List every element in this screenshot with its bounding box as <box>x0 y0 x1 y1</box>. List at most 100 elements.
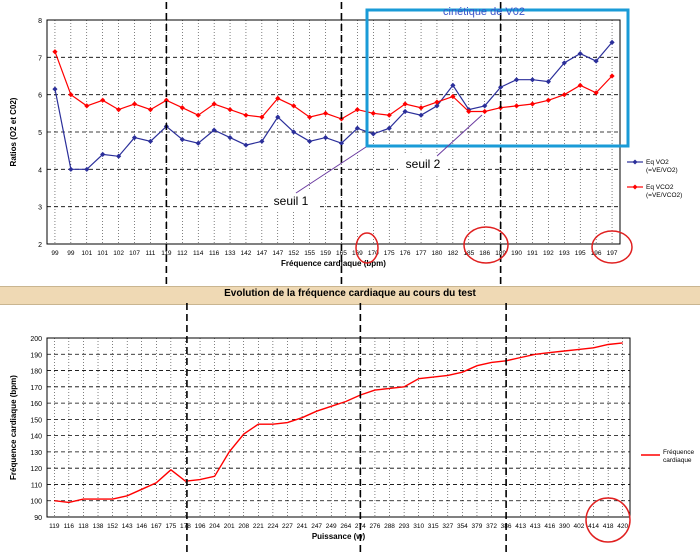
highlight-circle <box>355 232 379 264</box>
data-point <box>227 107 233 113</box>
y-axis-title: Ratios (O2 et C02) <box>9 97 18 166</box>
x-tick-label: 175 <box>165 523 176 530</box>
x-tick-label: 249 <box>326 523 337 530</box>
y-tick-label: 100 <box>30 499 42 506</box>
data-point <box>179 136 185 143</box>
x-tick-label: 372 <box>486 523 497 530</box>
data-point <box>116 107 122 113</box>
x-tick-label: 182 <box>447 250 458 257</box>
data-point <box>513 103 520 109</box>
data-point <box>307 138 313 144</box>
x-tick-label: 116 <box>64 523 75 530</box>
data-point <box>418 112 424 118</box>
x-tick-label: 196 <box>591 250 602 257</box>
x-tick-label: 167 <box>151 523 162 530</box>
legend-label-sub: cardiaque <box>663 457 692 464</box>
highlight-circle <box>585 497 631 543</box>
legend-marker <box>632 184 638 190</box>
data-point <box>275 95 281 101</box>
data-point <box>52 49 58 55</box>
x-tick-label: 247 <box>311 523 322 530</box>
x-axis-title: Puissance (w) <box>312 532 366 541</box>
x-tick-label: 197 <box>607 250 618 257</box>
seuil2-pointer <box>436 114 483 157</box>
x-tick-label: 99 <box>67 250 75 257</box>
vo2-kinetics-label: cinétique de V02 <box>443 6 525 18</box>
data-point <box>609 73 615 79</box>
data-point <box>322 135 329 141</box>
series-line-0 <box>54 42 613 170</box>
seuil2-label-bg <box>398 154 448 174</box>
data-point <box>561 92 567 98</box>
x-axis-title: Fréquence cardiaque (bpm) <box>281 259 386 268</box>
data-point <box>259 114 265 120</box>
y-tick-label: 120 <box>30 466 42 473</box>
data-point <box>450 93 456 100</box>
x-tick-label: 208 <box>238 523 249 530</box>
x-tick-label: 170 <box>368 250 379 257</box>
data-point <box>402 101 408 107</box>
legend-label: Eq VCO2 <box>646 184 674 191</box>
data-point <box>513 77 520 83</box>
x-tick-label: 119 <box>161 250 172 257</box>
x-tick-label: 152 <box>107 523 118 530</box>
x-tick-label: 112 <box>177 250 188 257</box>
x-tick-label: 420 <box>617 523 628 530</box>
data-point <box>163 97 169 103</box>
data-point <box>68 92 74 98</box>
x-tick-label: 185 <box>463 250 474 257</box>
legend-label-sub: (=VE/VCO2) <box>646 192 682 199</box>
data-point <box>466 108 472 115</box>
y-tick-label: 150 <box>30 417 42 424</box>
x-tick-label: 204 <box>209 523 220 530</box>
seuil1-label-bg <box>268 190 318 210</box>
data-point <box>227 135 233 141</box>
x-tick-label: 224 <box>267 523 278 530</box>
x-tick-label: 133 <box>225 250 236 257</box>
x-tick-label: 99 <box>51 250 59 257</box>
data-point <box>259 138 265 144</box>
heart-rate-chart: 90 100 110 120 130 140 150 160 170 180 190 200 119 11… <box>9 303 694 553</box>
seuil1-label: seuil 1 <box>274 194 309 208</box>
y-axis-title: Fréquence cardiaque (bpm) <box>9 375 18 480</box>
x-tick-label: 416 <box>544 523 555 530</box>
ratios-chart: 2 3 4 5 6 7 8 99 99 101 101 102 107 111 119 112 114 116 13… <box>9 2 682 286</box>
section-title: Evolution de la fréquence cardiaque au c… <box>224 288 476 299</box>
data-point <box>545 79 551 85</box>
highlight-circle <box>463 226 509 264</box>
data-point <box>147 107 154 113</box>
x-tick-label: 147 <box>272 250 283 257</box>
data-point <box>243 142 249 148</box>
x-tick-label: 186 <box>479 250 490 257</box>
y-tick-label: 110 <box>31 482 42 489</box>
x-tick-label: 180 <box>432 250 443 257</box>
data-point <box>338 140 345 146</box>
data-point <box>84 166 90 172</box>
data-point <box>529 77 536 83</box>
x-tick-label: 147 <box>256 250 267 257</box>
x-tick-label: 165 <box>336 250 347 257</box>
data-point <box>593 58 599 64</box>
seuil1-pointer <box>295 146 367 194</box>
data-point <box>529 101 536 107</box>
data-point <box>450 82 456 88</box>
data-point <box>561 60 567 66</box>
data-point <box>307 114 313 120</box>
data-point <box>577 82 583 88</box>
data-point <box>131 101 138 107</box>
x-tick-label: 101 <box>97 250 108 257</box>
x-tick-label: 241 <box>297 523 308 530</box>
x-tick-label: 413 <box>515 523 526 530</box>
data-point <box>498 84 504 90</box>
data-point <box>609 39 615 45</box>
data-point <box>418 105 424 111</box>
x-tick-label: 177 <box>416 250 427 257</box>
x-tick-label: 315 <box>428 523 439 530</box>
data-point <box>195 112 201 118</box>
y-tick-label: 5 <box>38 130 42 137</box>
x-tick-label: 310 <box>413 523 424 530</box>
x-tick-label: 201 <box>224 523 235 530</box>
data-point <box>577 51 583 57</box>
data-point <box>211 127 217 133</box>
x-tick-label: 178 <box>180 523 191 530</box>
